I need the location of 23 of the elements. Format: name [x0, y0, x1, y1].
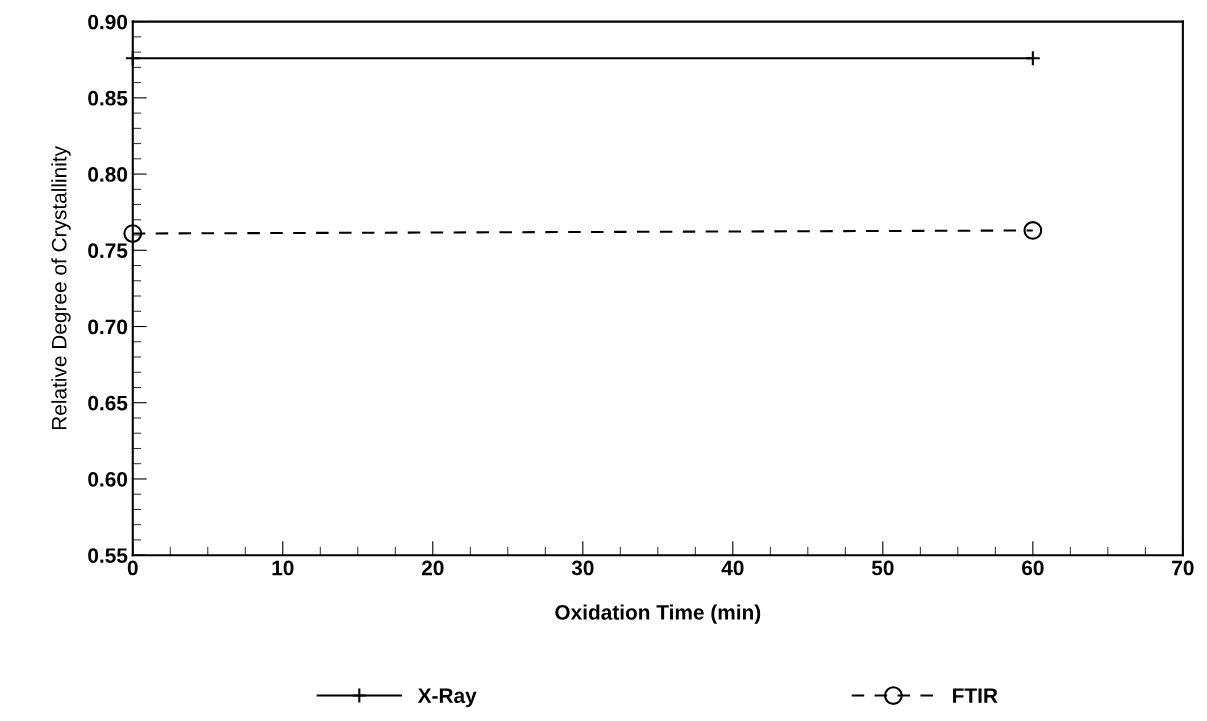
y-tick-label: 0.65 — [88, 395, 128, 411]
x-tick-label: 20 — [421, 560, 444, 576]
x-tick-label: 0 — [127, 560, 138, 576]
x-tick-label: 60 — [1022, 560, 1044, 576]
y-tick-label: 0.90 — [88, 14, 128, 30]
x-axis-title: Oxidation Time (min) — [555, 604, 761, 624]
y-tick-label: 0.55 — [88, 548, 128, 563]
x-tick-label: 50 — [871, 560, 894, 576]
y-axis-title: Relative Degree of Crystallinity — [51, 146, 71, 430]
y-tick-label: 0.75 — [88, 243, 128, 259]
legend-label: X-Ray — [417, 688, 477, 708]
legend-label: FTIR — [953, 688, 998, 703]
x-tick-label: 70 — [1172, 560, 1194, 576]
point — [1023, 221, 1043, 240]
y-tick-label: 0.80 — [88, 167, 128, 182]
point — [1024, 50, 1041, 67]
x-tick-label: 30 — [571, 560, 594, 576]
point — [123, 224, 143, 243]
x-tick-label: 10 — [272, 560, 294, 576]
y-tick-label: 0.70 — [88, 319, 128, 335]
x-tick-label: 40 — [721, 560, 744, 576]
y-tick-label: 0.85 — [88, 90, 128, 106]
y-tick-label: 0.60 — [88, 471, 128, 487]
